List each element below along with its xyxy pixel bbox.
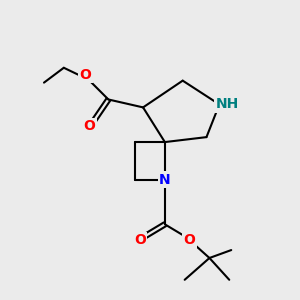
Text: O: O xyxy=(84,119,95,133)
Text: NH: NH xyxy=(216,98,239,111)
Text: O: O xyxy=(80,68,92,82)
Text: O: O xyxy=(184,233,196,247)
Text: N: N xyxy=(159,173,171,187)
Text: O: O xyxy=(134,233,146,247)
